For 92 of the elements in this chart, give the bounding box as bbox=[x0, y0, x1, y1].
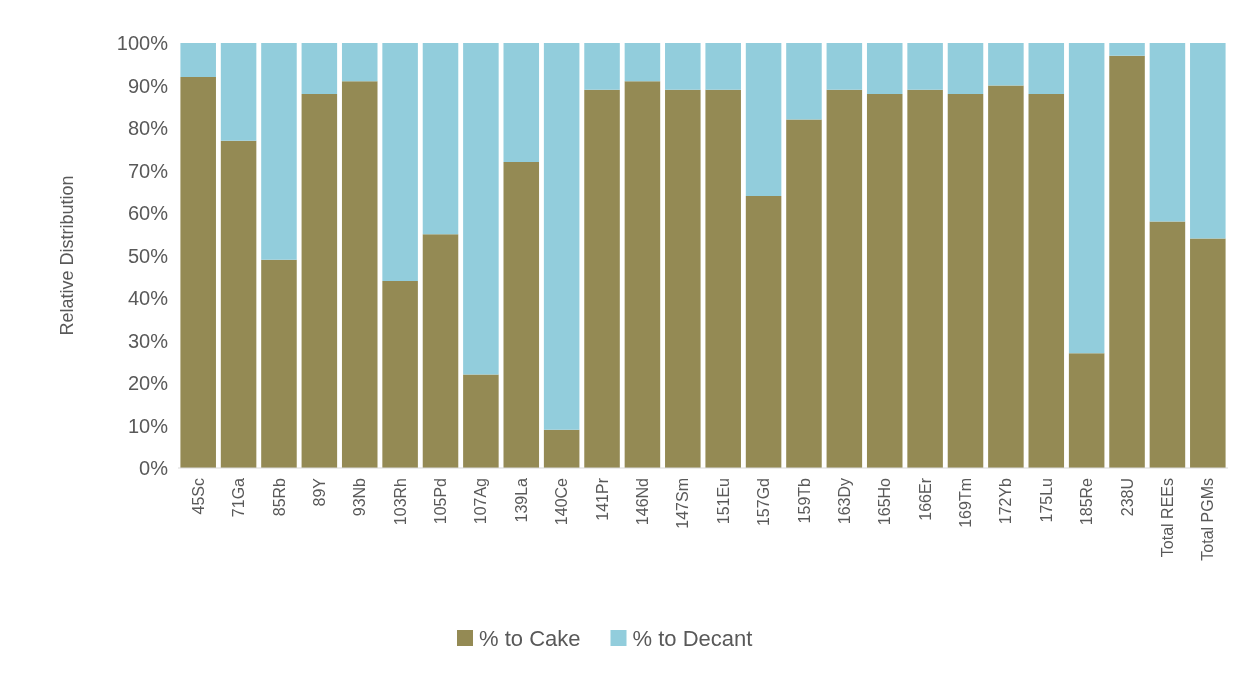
bar bbox=[382, 281, 418, 468]
x-tick-label: 146Nd bbox=[634, 478, 652, 526]
bar bbox=[826, 89, 863, 468]
bar bbox=[180, 77, 216, 468]
y-tick-label: 50% bbox=[127, 244, 169, 267]
x-tick-label: 172Yb bbox=[997, 477, 1015, 525]
x-tick-label: 103Rh bbox=[391, 478, 409, 526]
legend-label: % to Cake bbox=[479, 625, 581, 651]
bar bbox=[745, 196, 782, 468]
bar bbox=[907, 43, 943, 90]
bar bbox=[301, 94, 338, 468]
x-tick-label: 147Sm bbox=[674, 478, 692, 529]
bar bbox=[1068, 43, 1105, 354]
bar bbox=[665, 89, 701, 468]
x-tick-label: 165Ho bbox=[876, 477, 894, 526]
bar bbox=[584, 89, 620, 468]
bar bbox=[705, 43, 741, 90]
bar bbox=[1068, 353, 1105, 468]
x-tick-label: 105Pd bbox=[432, 478, 450, 525]
bar bbox=[503, 162, 540, 468]
bar bbox=[382, 43, 418, 281]
bar bbox=[180, 43, 216, 77]
x-tick-label: 157Gd bbox=[755, 478, 773, 527]
bar bbox=[261, 43, 297, 260]
bar bbox=[745, 43, 782, 196]
bar bbox=[220, 43, 257, 141]
bar bbox=[1028, 94, 1065, 468]
bar bbox=[947, 94, 984, 468]
bar bbox=[543, 429, 580, 468]
x-tick-label: 163Dy bbox=[835, 478, 853, 525]
bar bbox=[220, 140, 257, 468]
y-tick-label: 80% bbox=[127, 117, 169, 139]
x-tick-label: 89Y bbox=[310, 477, 328, 507]
y-tick-label: 70% bbox=[127, 159, 169, 182]
x-tick-label: 140Ce bbox=[553, 477, 571, 526]
x-tick-label: 185Re bbox=[1078, 477, 1096, 526]
bar bbox=[1149, 221, 1186, 468]
x-tick-label: 93Nb bbox=[351, 477, 369, 517]
bar bbox=[1190, 238, 1226, 468]
x-tick-label: 107Ag bbox=[472, 478, 490, 525]
bar bbox=[624, 81, 661, 468]
bar bbox=[584, 43, 620, 90]
bar bbox=[422, 43, 459, 235]
bar bbox=[705, 89, 741, 468]
bar bbox=[624, 43, 661, 82]
x-tick-label: 139La bbox=[512, 477, 530, 523]
y-tick-label: 60% bbox=[127, 202, 169, 224]
y-tick-label: 10% bbox=[127, 414, 169, 437]
bar bbox=[1190, 43, 1226, 239]
bar bbox=[907, 89, 943, 468]
bar bbox=[422, 234, 459, 468]
bar bbox=[1149, 43, 1186, 222]
bar bbox=[866, 94, 903, 468]
bar bbox=[665, 43, 701, 90]
bar bbox=[463, 374, 499, 468]
bar bbox=[1028, 43, 1065, 94]
x-tick-label: 85Rb bbox=[270, 477, 288, 517]
x-tick-label: 45Sc bbox=[189, 478, 207, 515]
bar bbox=[947, 43, 984, 94]
x-tick-label: 159Tb bbox=[795, 477, 813, 524]
bar bbox=[463, 43, 499, 375]
bar bbox=[866, 43, 903, 94]
x-tick-label: 175Lu bbox=[1037, 478, 1055, 523]
bar bbox=[261, 259, 297, 468]
bar bbox=[543, 43, 580, 430]
bar bbox=[786, 43, 822, 120]
bar bbox=[988, 43, 1024, 86]
x-tick-label: 151Eu bbox=[714, 478, 732, 525]
y-tick-label: 100% bbox=[116, 32, 169, 54]
bar bbox=[503, 43, 540, 162]
bar bbox=[1109, 43, 1145, 56]
y-tick-label: 20% bbox=[127, 372, 169, 394]
y-tick-label: 30% bbox=[127, 329, 169, 352]
y-tick-label: 0% bbox=[139, 457, 169, 479]
x-tick-label: 169Tm bbox=[957, 478, 975, 528]
x-tick-label: 166Er bbox=[916, 477, 934, 521]
x-tick-label: Total REEs bbox=[1159, 478, 1177, 558]
x-tick-label: Total PGMs bbox=[1199, 478, 1217, 561]
x-tick-label: 141Pr bbox=[593, 477, 611, 521]
y-axis-title: Relative Distribution bbox=[57, 175, 77, 336]
bar bbox=[301, 43, 338, 94]
y-tick-label: 40% bbox=[127, 287, 169, 309]
x-tick-label: 238U bbox=[1118, 478, 1136, 517]
x-tick-label: 71Ga bbox=[230, 477, 248, 518]
bar bbox=[826, 43, 863, 90]
bar bbox=[786, 119, 822, 468]
bar bbox=[1109, 55, 1145, 468]
bar bbox=[988, 85, 1024, 468]
bar bbox=[341, 81, 378, 468]
bar bbox=[341, 43, 378, 82]
legend-label: % to Decant bbox=[632, 625, 753, 651]
y-tick-label: 90% bbox=[127, 74, 169, 97]
